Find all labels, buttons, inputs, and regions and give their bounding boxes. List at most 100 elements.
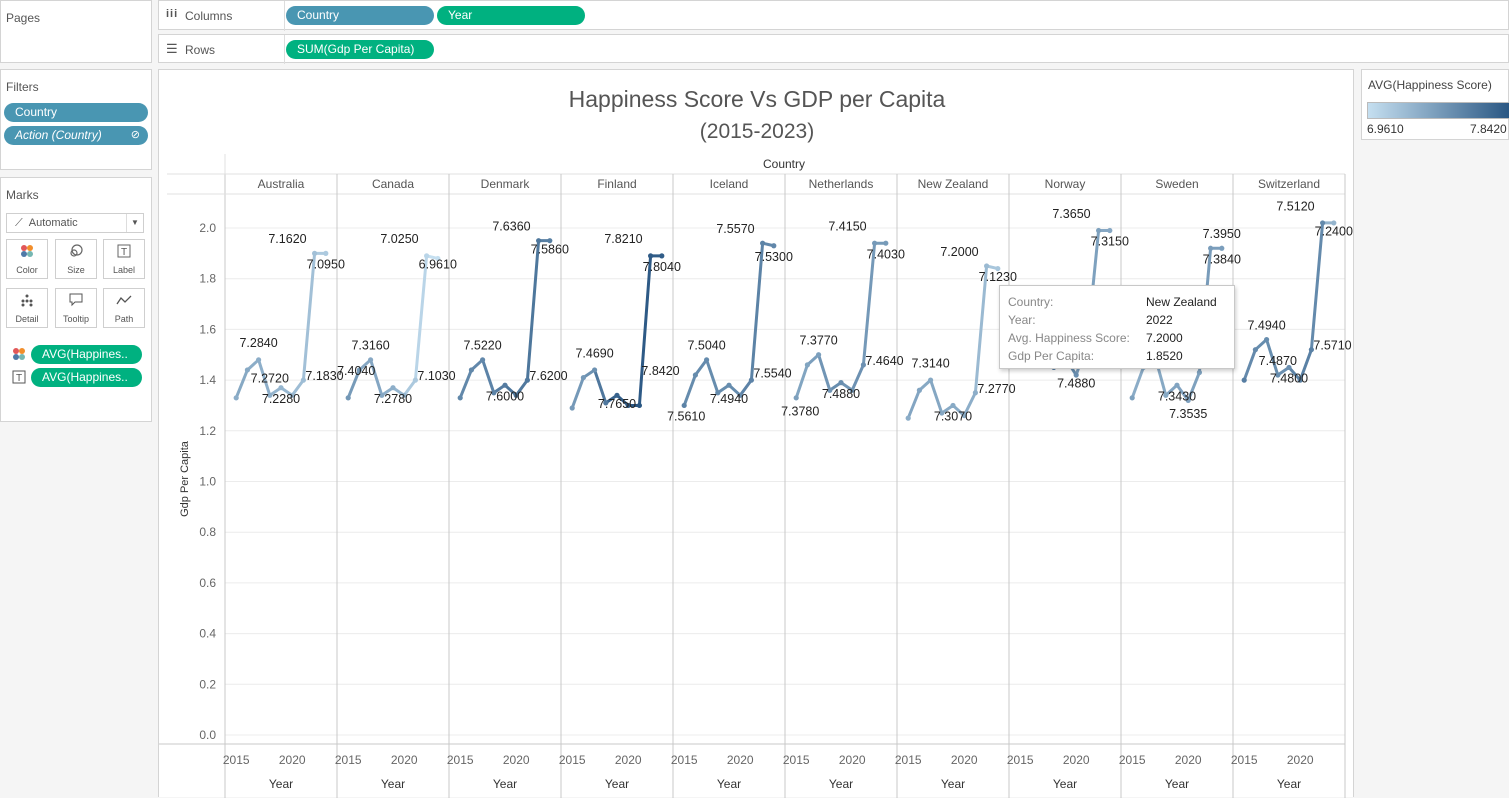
marks-label-field-pill[interactable]: AVG(Happines..: [31, 368, 142, 387]
data-point[interactable]: [681, 402, 687, 409]
data-point[interactable]: [323, 250, 329, 256]
marks-label-button[interactable]: T Label: [103, 239, 145, 279]
data-point[interactable]: [256, 357, 262, 363]
marks-tooltip-button[interactable]: Tooltip: [55, 288, 97, 328]
data-point[interactable]: [1331, 220, 1337, 226]
columns-pill-country[interactable]: Country: [286, 6, 434, 25]
rows-shelf[interactable]: ☰ Rows SUM(Gdp Per Capita): [158, 34, 1509, 64]
data-point[interactable]: [1174, 382, 1180, 388]
data-point[interactable]: [883, 240, 889, 246]
panel-header-canada[interactable]: Canada: [372, 177, 414, 191]
data-point[interactable]: [1129, 395, 1135, 401]
data-point[interactable]: [1297, 377, 1303, 383]
data-point[interactable]: [748, 377, 755, 383]
data-point[interactable]: [816, 352, 822, 358]
data-point[interactable]: [1096, 227, 1102, 234]
data-point[interactable]: [480, 357, 486, 363]
data-point[interactable]: [625, 402, 631, 409]
data-point[interactable]: [771, 243, 777, 249]
data-point[interactable]: [424, 253, 430, 259]
data-point[interactable]: [995, 265, 1001, 272]
data-point[interactable]: [1219, 245, 1225, 251]
data-point[interactable]: [838, 380, 844, 386]
panel-header-australia[interactable]: Australia: [258, 177, 305, 191]
data-point[interactable]: [368, 357, 374, 363]
data-point[interactable]: [580, 374, 586, 381]
marks-color-button[interactable]: Color: [6, 239, 48, 279]
data-point[interactable]: [547, 238, 553, 244]
data-point[interactable]: [491, 390, 497, 396]
data-point[interactable]: [737, 392, 743, 398]
data-point[interactable]: [524, 377, 530, 383]
data-point[interactable]: [950, 402, 956, 409]
panel-header-sweden[interactable]: Sweden: [1155, 177, 1198, 191]
data-point[interactable]: [984, 263, 990, 269]
data-point[interactable]: [614, 392, 620, 398]
panel-header-finland[interactable]: Finland: [597, 177, 636, 191]
columns-pill-year[interactable]: Year: [437, 6, 585, 25]
data-point[interactable]: [928, 377, 934, 383]
data-point[interactable]: [849, 387, 855, 393]
data-point[interactable]: [1196, 369, 1202, 376]
marks-detail-button[interactable]: Detail: [6, 288, 48, 328]
data-point[interactable]: [1241, 377, 1247, 383]
data-point[interactable]: [345, 395, 351, 401]
data-point[interactable]: [872, 240, 878, 246]
data-point[interactable]: [300, 377, 306, 383]
data-point[interactable]: [536, 238, 542, 244]
data-point[interactable]: [457, 395, 463, 401]
data-point[interactable]: [356, 367, 362, 373]
data-point[interactable]: [1320, 220, 1326, 226]
data-point[interactable]: [1208, 245, 1214, 251]
data-point[interactable]: [1308, 347, 1314, 353]
data-point[interactable]: [726, 382, 732, 388]
data-point[interactable]: [692, 372, 699, 378]
marks-size-button[interactable]: Size: [55, 239, 97, 279]
data-point[interactable]: [916, 387, 923, 393]
legend-color-ramp[interactable]: [1367, 102, 1509, 119]
data-point[interactable]: [636, 402, 642, 409]
panel-header-denmark[interactable]: Denmark: [481, 177, 531, 191]
data-point[interactable]: [267, 392, 273, 398]
data-point[interactable]: [233, 395, 239, 401]
panel-header-netherlands[interactable]: Netherlands: [809, 177, 874, 191]
data-point[interactable]: [939, 410, 945, 416]
marks-color-field-pill[interactable]: AVG(Happines..: [31, 345, 142, 364]
data-point[interactable]: [1073, 372, 1079, 378]
data-point[interactable]: [1185, 397, 1191, 403]
chevron-down-icon[interactable]: ▼: [126, 214, 143, 232]
panel-header-new-zealand[interactable]: New Zealand: [918, 177, 989, 191]
columns-shelf[interactable]: iii Columns Country Year: [158, 0, 1509, 31]
data-point[interactable]: [827, 387, 833, 393]
mark-type-dropdown[interactable]: ⟋ Automatic ▼: [6, 213, 144, 233]
data-point[interactable]: [793, 395, 799, 401]
panel-header-iceland[interactable]: Iceland: [710, 177, 749, 191]
data-point[interactable]: [659, 253, 665, 259]
marks-path-button[interactable]: Path: [103, 288, 145, 328]
data-point[interactable]: [278, 385, 284, 391]
panel-header-norway[interactable]: Norway: [1045, 177, 1086, 191]
data-point[interactable]: [390, 385, 396, 391]
data-point[interactable]: [379, 392, 385, 398]
data-point[interactable]: [244, 367, 250, 373]
data-point[interactable]: [1163, 392, 1169, 398]
data-point[interactable]: [289, 392, 295, 398]
data-point[interactable]: [312, 250, 318, 256]
data-point[interactable]: [760, 240, 766, 246]
data-point[interactable]: [401, 392, 407, 398]
data-point[interactable]: [715, 390, 721, 396]
data-point[interactable]: [435, 255, 441, 262]
data-point[interactable]: [704, 357, 710, 363]
data-point[interactable]: [468, 367, 474, 373]
data-point[interactable]: [905, 415, 911, 421]
data-point[interactable]: [1275, 372, 1281, 378]
data-point[interactable]: [592, 367, 598, 373]
data-point[interactable]: [1286, 364, 1292, 371]
data-point[interactable]: [502, 382, 508, 388]
data-point[interactable]: [648, 253, 654, 259]
data-point[interactable]: [513, 392, 519, 398]
data-point[interactable]: [972, 390, 979, 396]
filter-pill-country[interactable]: Country: [4, 103, 148, 122]
data-point[interactable]: [860, 362, 867, 368]
data-point[interactable]: [1252, 347, 1258, 353]
